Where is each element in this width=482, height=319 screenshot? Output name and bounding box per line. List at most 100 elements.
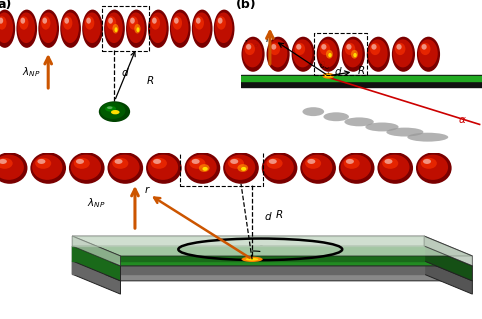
Ellipse shape — [216, 16, 226, 30]
Polygon shape — [424, 246, 472, 281]
Ellipse shape — [192, 10, 213, 48]
Ellipse shape — [215, 12, 232, 43]
Ellipse shape — [202, 167, 208, 171]
Ellipse shape — [368, 39, 388, 67]
Ellipse shape — [115, 159, 122, 164]
Text: R: R — [147, 76, 154, 86]
Ellipse shape — [268, 39, 287, 67]
Ellipse shape — [395, 43, 405, 55]
Ellipse shape — [296, 44, 301, 50]
Ellipse shape — [170, 10, 191, 48]
Ellipse shape — [112, 158, 128, 169]
Ellipse shape — [269, 43, 280, 55]
Text: d: d — [335, 67, 341, 77]
Text: d: d — [121, 68, 128, 78]
Ellipse shape — [238, 164, 248, 172]
Ellipse shape — [417, 37, 440, 72]
Ellipse shape — [351, 50, 358, 59]
Ellipse shape — [86, 18, 91, 24]
Ellipse shape — [109, 155, 140, 180]
Ellipse shape — [0, 10, 15, 48]
Text: $\alpha$: $\alpha$ — [458, 115, 467, 125]
Ellipse shape — [370, 43, 380, 55]
Ellipse shape — [187, 155, 217, 180]
Ellipse shape — [20, 18, 25, 24]
Text: $\lambda_{NP}$: $\lambda_{NP}$ — [87, 196, 105, 210]
Ellipse shape — [342, 37, 365, 72]
Ellipse shape — [60, 10, 81, 48]
Ellipse shape — [185, 152, 220, 184]
Ellipse shape — [111, 110, 120, 114]
Ellipse shape — [173, 16, 182, 30]
Ellipse shape — [393, 39, 413, 67]
Polygon shape — [72, 261, 472, 281]
Ellipse shape — [225, 155, 255, 180]
Ellipse shape — [0, 152, 27, 184]
Ellipse shape — [104, 10, 125, 48]
Ellipse shape — [244, 43, 255, 55]
Polygon shape — [72, 236, 472, 256]
Ellipse shape — [35, 158, 51, 169]
Ellipse shape — [321, 44, 326, 50]
Ellipse shape — [129, 16, 138, 30]
Ellipse shape — [82, 10, 103, 48]
Ellipse shape — [130, 18, 135, 24]
Ellipse shape — [365, 122, 399, 131]
Ellipse shape — [41, 16, 51, 30]
Ellipse shape — [196, 18, 201, 24]
Ellipse shape — [267, 158, 282, 169]
Ellipse shape — [42, 18, 47, 24]
Ellipse shape — [230, 159, 238, 164]
Ellipse shape — [323, 112, 349, 121]
Ellipse shape — [396, 44, 402, 50]
Ellipse shape — [385, 159, 392, 164]
Ellipse shape — [199, 164, 210, 172]
Text: (b): (b) — [236, 0, 257, 11]
Polygon shape — [72, 246, 120, 281]
Ellipse shape — [127, 12, 145, 43]
Ellipse shape — [174, 18, 179, 24]
Ellipse shape — [346, 44, 351, 50]
Ellipse shape — [148, 155, 178, 180]
Ellipse shape — [326, 50, 333, 59]
Text: (c): (c) — [5, 155, 24, 168]
Ellipse shape — [269, 159, 277, 164]
Ellipse shape — [19, 16, 28, 30]
Ellipse shape — [382, 158, 398, 169]
Ellipse shape — [136, 27, 139, 32]
Ellipse shape — [0, 12, 13, 43]
Text: $\theta_0$: $\theta_0$ — [257, 243, 268, 256]
Text: $\theta_0$: $\theta_0$ — [319, 60, 330, 72]
Ellipse shape — [214, 10, 234, 48]
Text: $\lambda_{NP}$: $\lambda_{NP}$ — [243, 38, 260, 51]
Text: r: r — [266, 34, 270, 44]
Ellipse shape — [223, 152, 259, 184]
Ellipse shape — [379, 155, 410, 180]
Ellipse shape — [17, 12, 35, 43]
Ellipse shape — [344, 117, 374, 126]
Ellipse shape — [107, 107, 112, 109]
Ellipse shape — [16, 10, 37, 48]
Ellipse shape — [241, 167, 246, 171]
Ellipse shape — [0, 155, 24, 180]
Ellipse shape — [171, 12, 188, 43]
Ellipse shape — [151, 158, 167, 169]
Text: $\lambda_{NP}$: $\lambda_{NP}$ — [22, 65, 40, 79]
Ellipse shape — [152, 18, 157, 24]
Ellipse shape — [367, 37, 390, 72]
Ellipse shape — [64, 18, 69, 24]
Polygon shape — [72, 246, 472, 266]
Ellipse shape — [195, 16, 204, 30]
Ellipse shape — [317, 37, 340, 72]
Ellipse shape — [148, 10, 169, 48]
Ellipse shape — [305, 158, 321, 169]
Ellipse shape — [262, 152, 297, 184]
Ellipse shape — [0, 18, 3, 24]
Ellipse shape — [63, 16, 72, 30]
Ellipse shape — [339, 152, 375, 184]
Text: r: r — [145, 185, 149, 195]
Ellipse shape — [241, 256, 263, 262]
Ellipse shape — [242, 39, 262, 67]
Ellipse shape — [344, 158, 360, 169]
Ellipse shape — [30, 152, 66, 184]
